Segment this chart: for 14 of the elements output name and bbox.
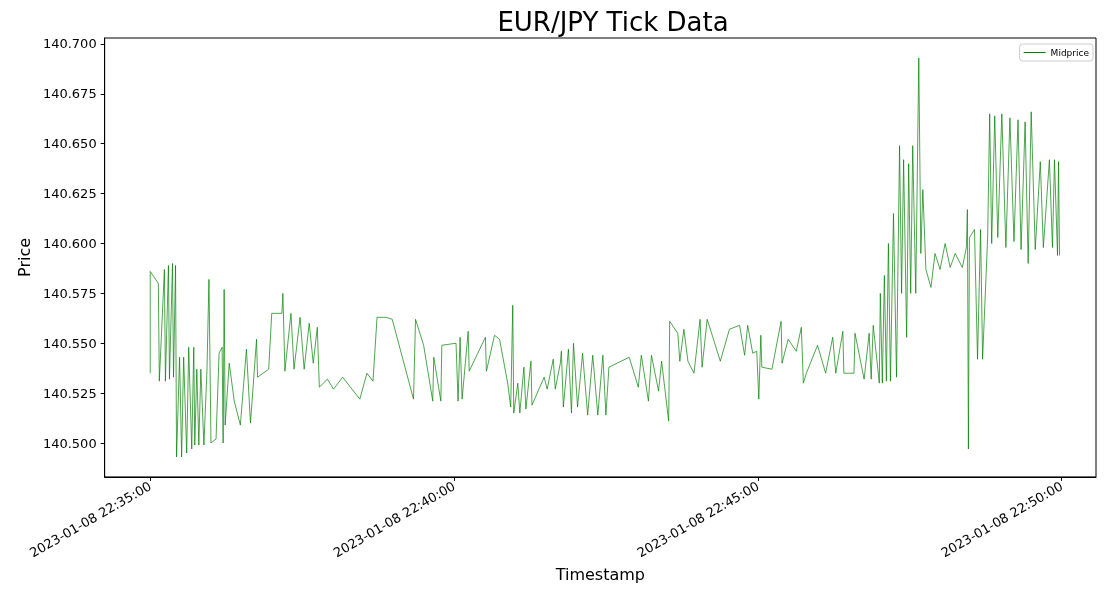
x-axis-title: Timestamp (554, 564, 645, 584)
y-tick-label: 140.525 (42, 385, 97, 401)
legend-label: Midprice (1050, 47, 1090, 58)
chart-title: EUR/JPY Tick Data (497, 7, 729, 37)
y-tick-label: 140.650 (42, 136, 97, 152)
y-tick-label: 140.600 (42, 236, 97, 251)
y-axis-title: Price (14, 237, 34, 277)
y-tick-label: 140.550 (42, 335, 97, 351)
y-tick-label: 140.575 (42, 285, 97, 301)
y-tick-label: 140.675 (42, 86, 97, 102)
line-series (149, 57, 1060, 458)
y-tick-label: 140.700 (42, 36, 97, 52)
y-tick-label: 140.625 (42, 186, 97, 202)
y-tick-label: 140.500 (42, 435, 97, 451)
